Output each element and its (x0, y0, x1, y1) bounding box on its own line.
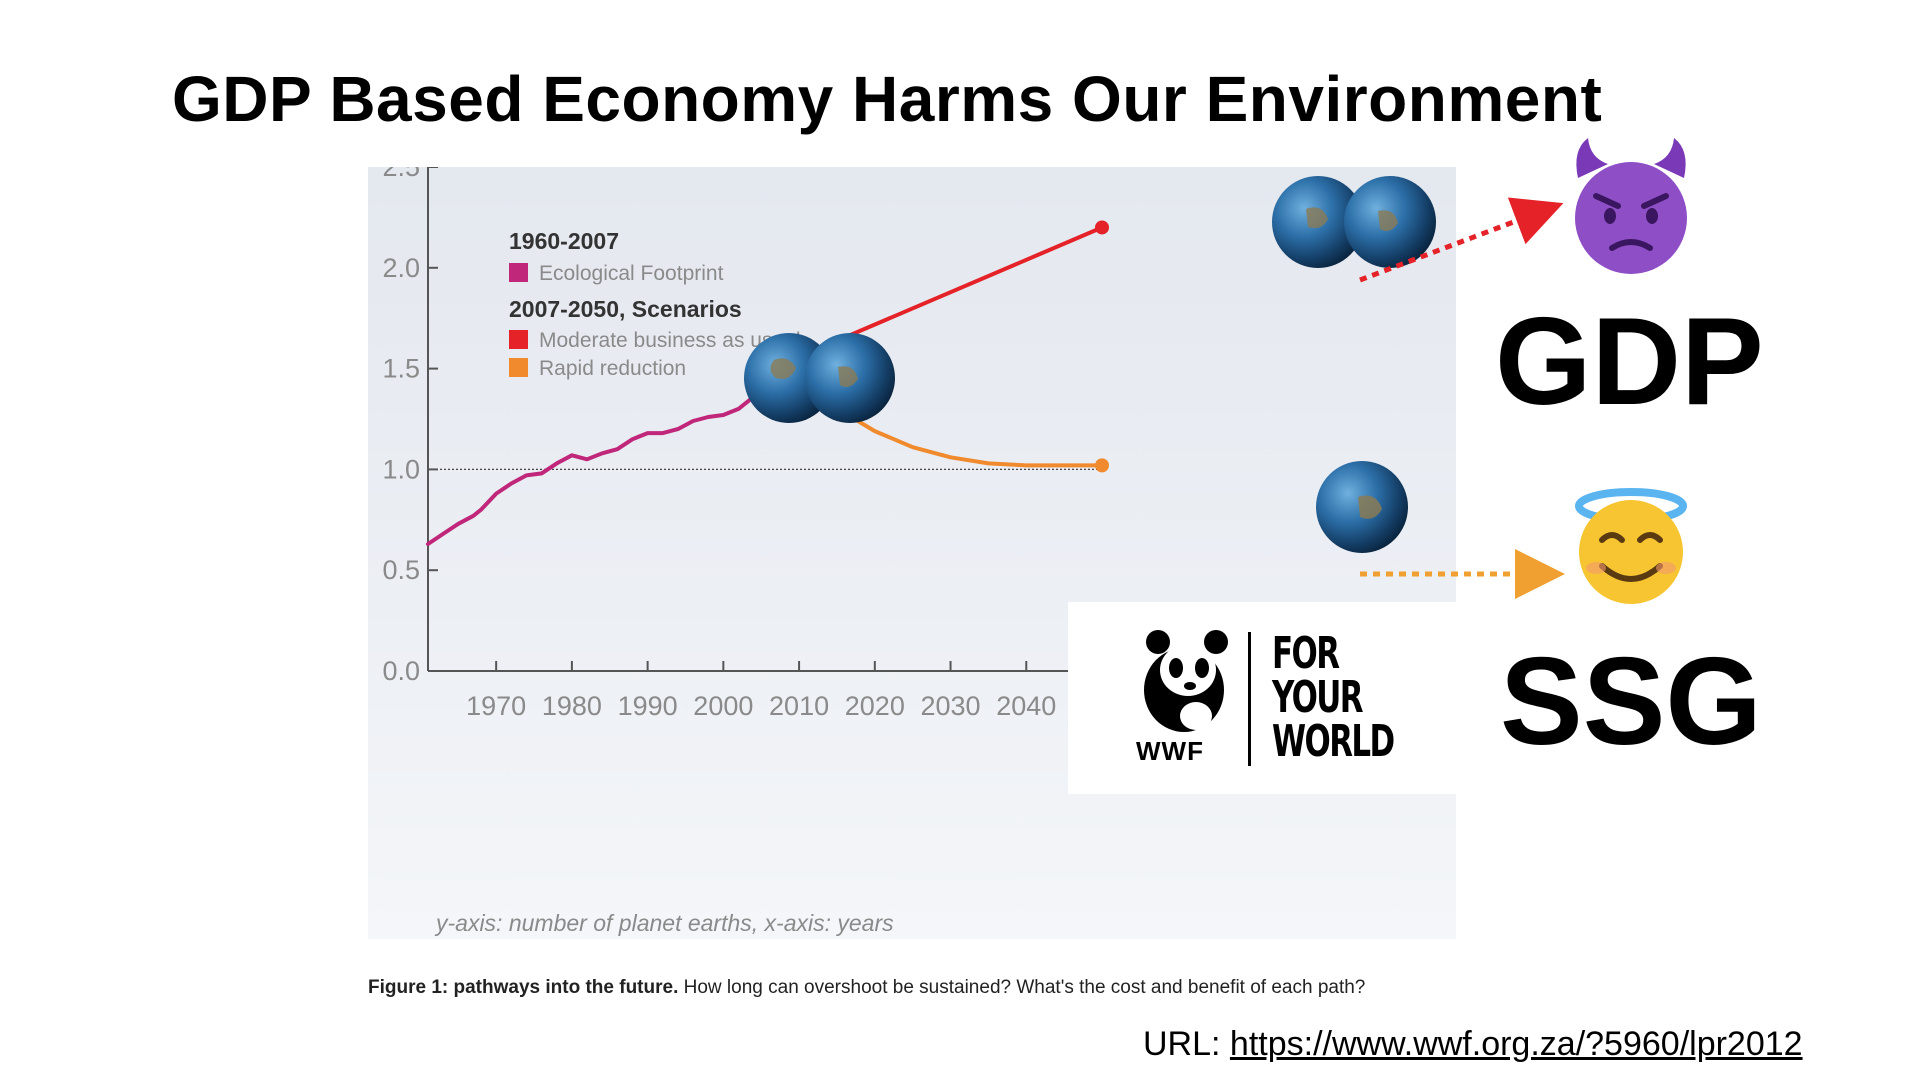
x-tick-label: 2000 (693, 691, 753, 721)
business-as-usual-end-point (1095, 220, 1109, 235)
x-tick-label: 1980 (542, 691, 602, 721)
rapid-reduction-end-point (1095, 458, 1109, 473)
y-tick-label: 0.5 (382, 555, 420, 585)
x-tick-label: 2020 (845, 691, 905, 721)
y-tick-label: 2.5 (382, 167, 420, 182)
chart-panel (368, 167, 1456, 939)
x-tick-label: 1990 (618, 691, 678, 721)
for-your-world-text: FOR YOUR WORLD (1272, 628, 1395, 767)
smiling-face-with-halo-icon (1575, 488, 1687, 604)
y-tick-label: 0.0 (382, 656, 420, 686)
legend-label-business-as-usual: Moderate business as usual (539, 329, 801, 352)
wwf-letters: WWF (1136, 736, 1204, 766)
y-tick-label: 1.0 (382, 454, 420, 484)
x-tick-label: 2030 (921, 691, 981, 721)
y-tick-label: 1.5 (382, 354, 420, 384)
legend-swatch-rapid-reduction (509, 358, 528, 377)
ssg-label: SSG (1500, 633, 1762, 771)
legend-swatch-business-as-usual (509, 330, 528, 349)
logo-line-1: FOR (1272, 628, 1340, 679)
url-prefix: URL: (1143, 1025, 1230, 1063)
ecological-footprint-line (426, 364, 779, 546)
earth-pair-2007 (744, 333, 895, 423)
legend-group1-heading: 1960-2007 (509, 228, 619, 254)
slide-title: GDP Based Economy Harms Our Environment (172, 63, 1603, 135)
caption-rest: How long can overshoot be sustained? Wha… (678, 977, 1366, 998)
axis-note: y-axis: number of planet earths, x-axis:… (434, 910, 894, 936)
gdp-label: GDP (1495, 293, 1764, 431)
legend-swatch-ecological-footprint (509, 263, 528, 282)
legend-label-rapid-reduction: Rapid reduction (539, 357, 686, 380)
earth-pair-2050-top (1272, 176, 1436, 268)
x-tick-label: 1970 (466, 691, 526, 721)
figure-caption: Figure 1: pathways into the future. How … (368, 975, 1478, 1001)
logo-line-3: WORLD (1272, 716, 1395, 767)
source-url-link[interactable]: https://www.wwf.org.za/?5960/lpr2012 (1229, 1025, 1803, 1063)
panda-logo-icon (1144, 630, 1228, 732)
legend-group2-heading: 2007-2050, Scenarios (509, 296, 742, 322)
legend-label-ecological-footprint: Ecological Footprint (539, 262, 724, 285)
x-tick-label: 2010 (769, 691, 829, 721)
footprint-chart: 0.0 0.5 1.0 1.5 2.0 2.5 1970 1980 1990 2000 2010 20… (382, 167, 1436, 936)
logo-line-2: YOUR (1272, 672, 1364, 723)
x-tick-label: 2040 (996, 691, 1056, 721)
caption-bold: Figure 1: pathways into the future. (368, 977, 679, 998)
smiling-face-with-horns-icon (1575, 138, 1687, 274)
earth-single-2050 (1316, 461, 1408, 553)
source-url-line: URL: https://www.wwf.org.za/?5960/lpr201… (1143, 1025, 1803, 1064)
wwf-divider (1248, 632, 1251, 766)
y-tick-label: 2.0 (382, 253, 420, 283)
wwf-logo-block (1068, 602, 1460, 794)
